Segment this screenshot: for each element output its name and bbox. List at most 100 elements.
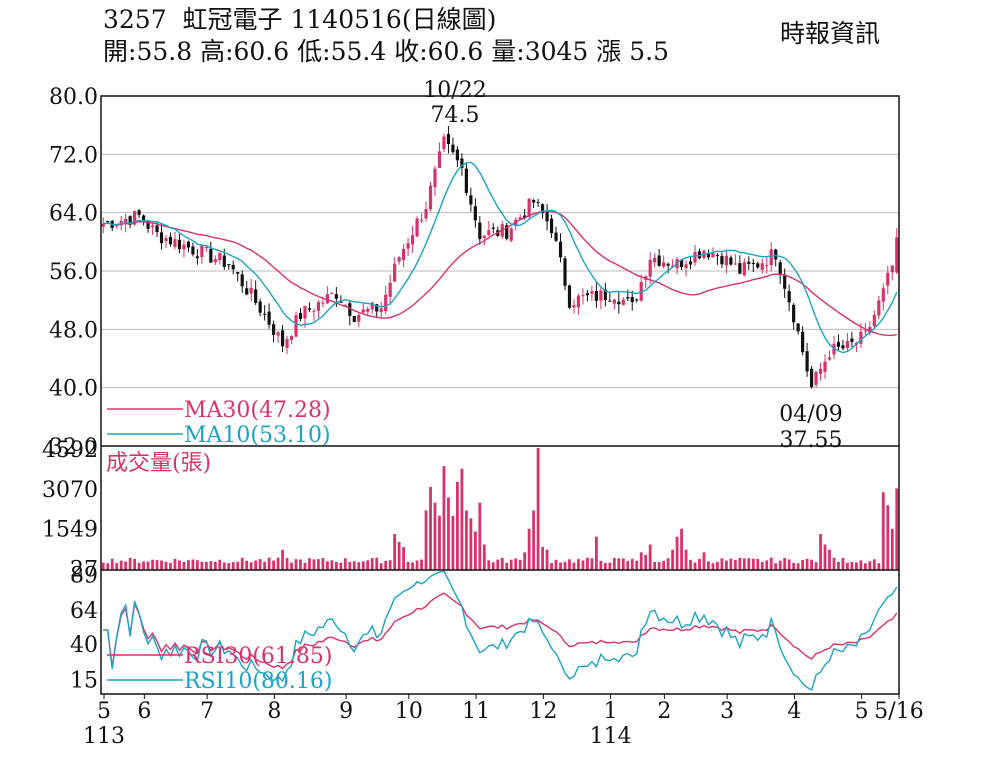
volume-bar [249, 562, 253, 570]
candlestick [124, 218, 128, 224]
x-tick-label: 7 [200, 699, 214, 724]
volume-bar [218, 559, 222, 570]
volume-value: 3045 [524, 37, 589, 66]
candlestick [581, 295, 585, 297]
trough-date-label: 04/09 [779, 402, 842, 427]
volume-bar [545, 549, 549, 570]
volume-bar [550, 563, 553, 570]
candlestick [272, 324, 276, 335]
candlestick [536, 201, 540, 203]
volume-bar [178, 560, 181, 570]
volume-bar [881, 492, 885, 570]
volume-bar [814, 562, 818, 570]
candlestick [137, 210, 141, 215]
candlestick [191, 246, 195, 255]
candlestick [325, 294, 329, 304]
candlestick [545, 211, 549, 222]
volume-bar [855, 562, 858, 570]
source-label: 時報資訊 [780, 19, 881, 48]
candlestick [635, 299, 639, 301]
candlestick [402, 248, 406, 260]
volume-bar [173, 558, 177, 570]
candlestick [150, 225, 155, 228]
candlestick [769, 249, 773, 266]
high-label: 高: [200, 37, 234, 66]
candlestick [437, 151, 442, 168]
volume-bar [769, 557, 773, 570]
candlestick [711, 253, 715, 258]
volume-bar [724, 560, 728, 570]
price-tick-label: 64.0 [49, 202, 98, 227]
candlestick [303, 305, 307, 319]
candlestick [428, 185, 433, 210]
volume-bar [778, 560, 782, 570]
volume-bar [317, 559, 320, 570]
volume-bar [164, 561, 168, 570]
volume-bar [872, 559, 876, 570]
volume-bar [285, 558, 289, 570]
date-code: 1140516(日線圖) [290, 5, 497, 34]
candlestick [841, 345, 845, 349]
candlestick [509, 228, 513, 241]
candlestick [366, 308, 370, 312]
volume-bar [675, 536, 679, 570]
volume-bar [666, 558, 670, 570]
candlestick [890, 265, 894, 273]
candlestick [877, 300, 881, 316]
candlestick [298, 312, 303, 319]
x-tick-label: 6 [137, 699, 151, 724]
candlestick [563, 258, 567, 286]
volume-bar [128, 557, 132, 570]
x-tick-label: 10 [395, 699, 423, 724]
candlestick [666, 263, 670, 266]
candlestick [487, 230, 491, 236]
volume-bar [792, 562, 796, 570]
volume-bar [680, 528, 683, 570]
volume-bar [491, 562, 495, 570]
volume-bar [303, 562, 307, 570]
x-tick-label: 11 [462, 699, 490, 724]
volume-bar [787, 559, 791, 570]
close-label: 收: [394, 37, 428, 66]
candlestick [155, 225, 159, 233]
candlestick [415, 218, 419, 237]
volume-bar [281, 549, 284, 570]
candlestick [280, 330, 285, 347]
candlestick [213, 259, 217, 263]
candlestick [801, 331, 805, 353]
price-tick-label: 56.0 [49, 260, 98, 285]
candlestick [603, 289, 607, 301]
candlestick [872, 314, 876, 327]
volume-bar [823, 544, 827, 570]
volume-bar [254, 560, 258, 570]
candlestick [576, 295, 581, 308]
volume-bar [160, 560, 163, 570]
x-tick-label: 5 [97, 699, 111, 724]
x-tick-label: 2 [657, 699, 671, 724]
volume-bar [137, 562, 141, 570]
volume-bar [191, 559, 195, 570]
volume-bar [523, 552, 527, 570]
volume-bar [379, 563, 383, 570]
candlestick [410, 235, 415, 245]
volume-tick-label: 1549 [42, 518, 98, 543]
volume-bar [482, 544, 486, 570]
x-tick-label: 3 [720, 699, 734, 724]
candlestick [688, 261, 693, 265]
rsi-tick-label: 89 [70, 563, 98, 588]
volume-bar [464, 510, 468, 570]
volume-bar [142, 561, 145, 570]
price-stats: 開:55.8 高:60.6 低:55.4 收:60.6 量:3045 漲 5.5 [103, 38, 669, 66]
volume-bar [115, 563, 119, 570]
volume-bar [209, 561, 213, 570]
volume-bar [568, 559, 571, 570]
candlestick [626, 297, 630, 299]
volume-bar [765, 560, 769, 570]
candlestick [168, 236, 173, 245]
volume-bar [599, 560, 603, 570]
candlestick [177, 239, 182, 250]
volume-bar [334, 562, 338, 570]
volume-bar [518, 559, 522, 570]
volume-bar [837, 561, 840, 570]
